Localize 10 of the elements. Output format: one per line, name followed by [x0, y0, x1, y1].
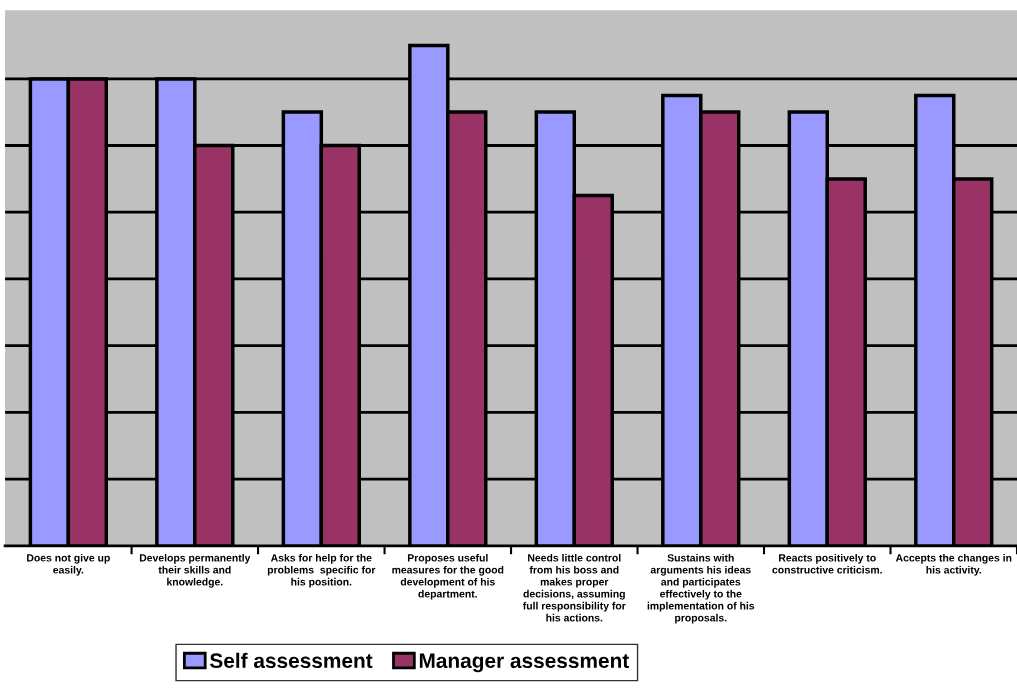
legend-label: Manager assessment	[419, 653, 629, 673]
x-tick-label: Accepts the changes in his activity.	[895, 553, 1012, 576]
x-tick-label: Needs little control from his boss and makes proper decisions, assuming full responsibility for his actions.	[522, 553, 626, 622]
x-tick-label: Asks for help for the problems specific for his position.	[267, 553, 376, 588]
x-tick-label: Does not give up easily.	[27, 553, 110, 576]
x-tick-label: Sustains with arguments his ideas and participates effectively to the implementation of his proposals.	[647, 553, 755, 624]
x-tick-label: Proposes useful measures for the good development of his department.	[392, 553, 504, 600]
legend-label: Self assessment	[209, 652, 373, 669]
x-tick-label: Reacts positively to constructive criticism.	[772, 553, 882, 574]
x-tick-label: Develops permanently their skills and knowledge.	[139, 553, 251, 588]
